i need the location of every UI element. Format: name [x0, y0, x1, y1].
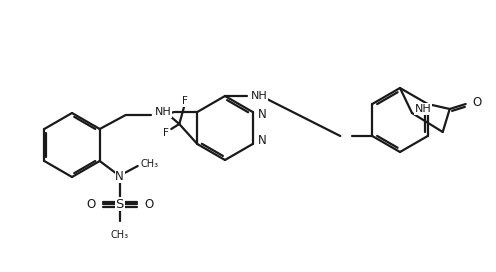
- Text: F: F: [163, 128, 169, 138]
- Text: O: O: [86, 197, 95, 211]
- Text: N: N: [258, 134, 266, 147]
- Text: F: F: [183, 96, 188, 106]
- Text: NH: NH: [415, 104, 432, 114]
- Text: N: N: [116, 169, 124, 183]
- Text: CH₃: CH₃: [141, 159, 159, 169]
- Text: S: S: [116, 197, 124, 211]
- Text: NH: NH: [251, 91, 268, 101]
- Text: NH: NH: [155, 107, 171, 117]
- Text: O: O: [144, 197, 153, 211]
- Text: F: F: [158, 106, 164, 116]
- Text: NH: NH: [153, 110, 170, 120]
- Text: N: N: [258, 109, 266, 122]
- Text: CH₃: CH₃: [111, 230, 129, 240]
- Text: O: O: [473, 95, 482, 109]
